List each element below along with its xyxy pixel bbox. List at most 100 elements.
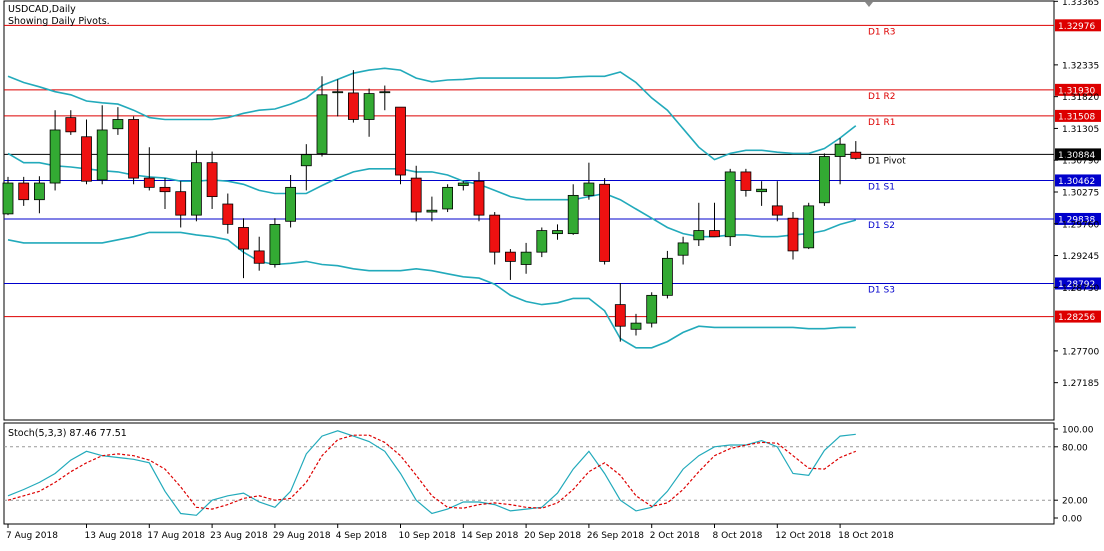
candle: [504, 249, 516, 280]
y-tick-label: 1.32335: [1062, 61, 1099, 71]
x-tick-label: 20 Sep 2018: [524, 531, 581, 541]
x-tick-label: 4 Sep 2018: [336, 531, 388, 541]
candle-body: [2, 182, 14, 215]
candle-body: [536, 230, 548, 253]
bollinger-upper-line: [7, 67, 857, 161]
candle: [599, 178, 610, 265]
price-tag: [1055, 174, 1101, 187]
y-tick-label: 1.33365: [1062, 0, 1099, 8]
candle-body: [112, 119, 124, 130]
price-tag-label: 1.31508: [1058, 112, 1095, 122]
pivot-level-label: D1 R2: [868, 92, 896, 102]
candle-body: [395, 106, 406, 176]
candle-body: [238, 227, 249, 250]
price-tag: [1055, 109, 1101, 122]
x-tick-label: 13 Aug 2018: [85, 531, 143, 541]
candle: [662, 250, 673, 299]
candle-body: [285, 186, 297, 222]
candle-body: [756, 188, 767, 193]
candle: [819, 153, 830, 206]
candle-body: [300, 154, 312, 167]
candle-body: [426, 209, 438, 213]
candle-body: [724, 171, 736, 238]
candle-body: [379, 91, 391, 94]
candle: [379, 85, 391, 111]
chart-title: USDCAD,Daily: [8, 4, 76, 15]
x-tick-label: 12 Oct 2018: [775, 531, 831, 541]
candle-body: [128, 119, 140, 179]
stoch-tick-label: 20.00: [1062, 497, 1088, 507]
candle: [96, 105, 108, 185]
candle: [442, 184, 454, 213]
candle: [206, 151, 218, 209]
price-tag-label: 1.28256: [1058, 313, 1095, 323]
candle: [709, 202, 720, 238]
candle-body: [520, 251, 532, 265]
candle-body: [363, 93, 375, 120]
candle-body: [693, 230, 705, 241]
candle: [159, 178, 171, 209]
candle-body: [96, 129, 108, 181]
candle-body: [65, 117, 77, 133]
price-tag-label: 1.28792: [1058, 280, 1095, 290]
price-tag: [1055, 212, 1101, 225]
candle: [18, 176, 30, 206]
candle-body: [206, 162, 218, 198]
candle: [771, 181, 783, 222]
candle: [34, 176, 45, 214]
candle: [143, 147, 155, 191]
pivot-level-label: D1 R1: [868, 118, 896, 128]
x-tick-label: 7 Aug 2018: [6, 531, 58, 541]
pivot-level-label: D1 Pivot: [868, 156, 906, 166]
candle-body: [457, 182, 469, 186]
stoch-tick-label: 0.00: [1062, 515, 1082, 525]
candle-body: [709, 230, 720, 238]
candle-body: [599, 183, 610, 262]
price-tag-label: 1.30884: [1058, 151, 1095, 161]
chart-shift-marker-icon[interactable]: [865, 2, 873, 7]
candle-body: [159, 186, 171, 193]
x-tick-label: 14 Sep 2018: [461, 531, 518, 541]
candle: [567, 184, 579, 235]
x-tick-label: 29 Aug 2018: [273, 531, 331, 541]
candle: [630, 313, 642, 336]
stoch-signal-line: [7, 434, 857, 510]
candle-body: [662, 257, 673, 296]
candle: [457, 181, 469, 191]
candle: [850, 141, 862, 160]
price-tag: [1055, 310, 1101, 323]
candle-body: [442, 186, 454, 210]
y-tick-label: 1.31820: [1062, 93, 1099, 103]
candle: [614, 283, 626, 342]
candle: [520, 242, 532, 274]
candle-body: [850, 151, 862, 159]
price-tag-label: 1.32976: [1058, 22, 1095, 32]
candle: [190, 150, 202, 222]
price-tag-label: 1.31930: [1058, 86, 1095, 96]
price-tag: [1055, 83, 1101, 96]
y-tick-label: 1.31305: [1062, 125, 1099, 135]
candle-body: [504, 251, 516, 262]
x-tick-label: 8 Oct 2018: [713, 531, 763, 541]
candle-body: [787, 217, 799, 252]
x-tick-label: 18 Oct 2018: [838, 531, 894, 541]
x-tick-label: 26 Sep 2018: [587, 531, 644, 541]
stoch-main-line: [7, 430, 856, 516]
pivot-level-label: D1 S2: [868, 221, 895, 231]
candle: [724, 168, 736, 246]
candle: [81, 119, 92, 185]
y-tick-label: 1.28730: [1062, 284, 1099, 294]
price-tag: [1055, 148, 1101, 161]
candle-body: [552, 230, 563, 235]
candle: [49, 110, 61, 191]
candle: [473, 171, 485, 222]
y-tick-label: 1.27700: [1062, 347, 1099, 357]
candle: [787, 212, 799, 260]
candle: [112, 107, 124, 135]
price-tag: [1055, 277, 1101, 290]
candle: [693, 202, 705, 246]
candle: [128, 116, 140, 185]
candle-body: [143, 177, 155, 188]
candle: [285, 175, 297, 228]
